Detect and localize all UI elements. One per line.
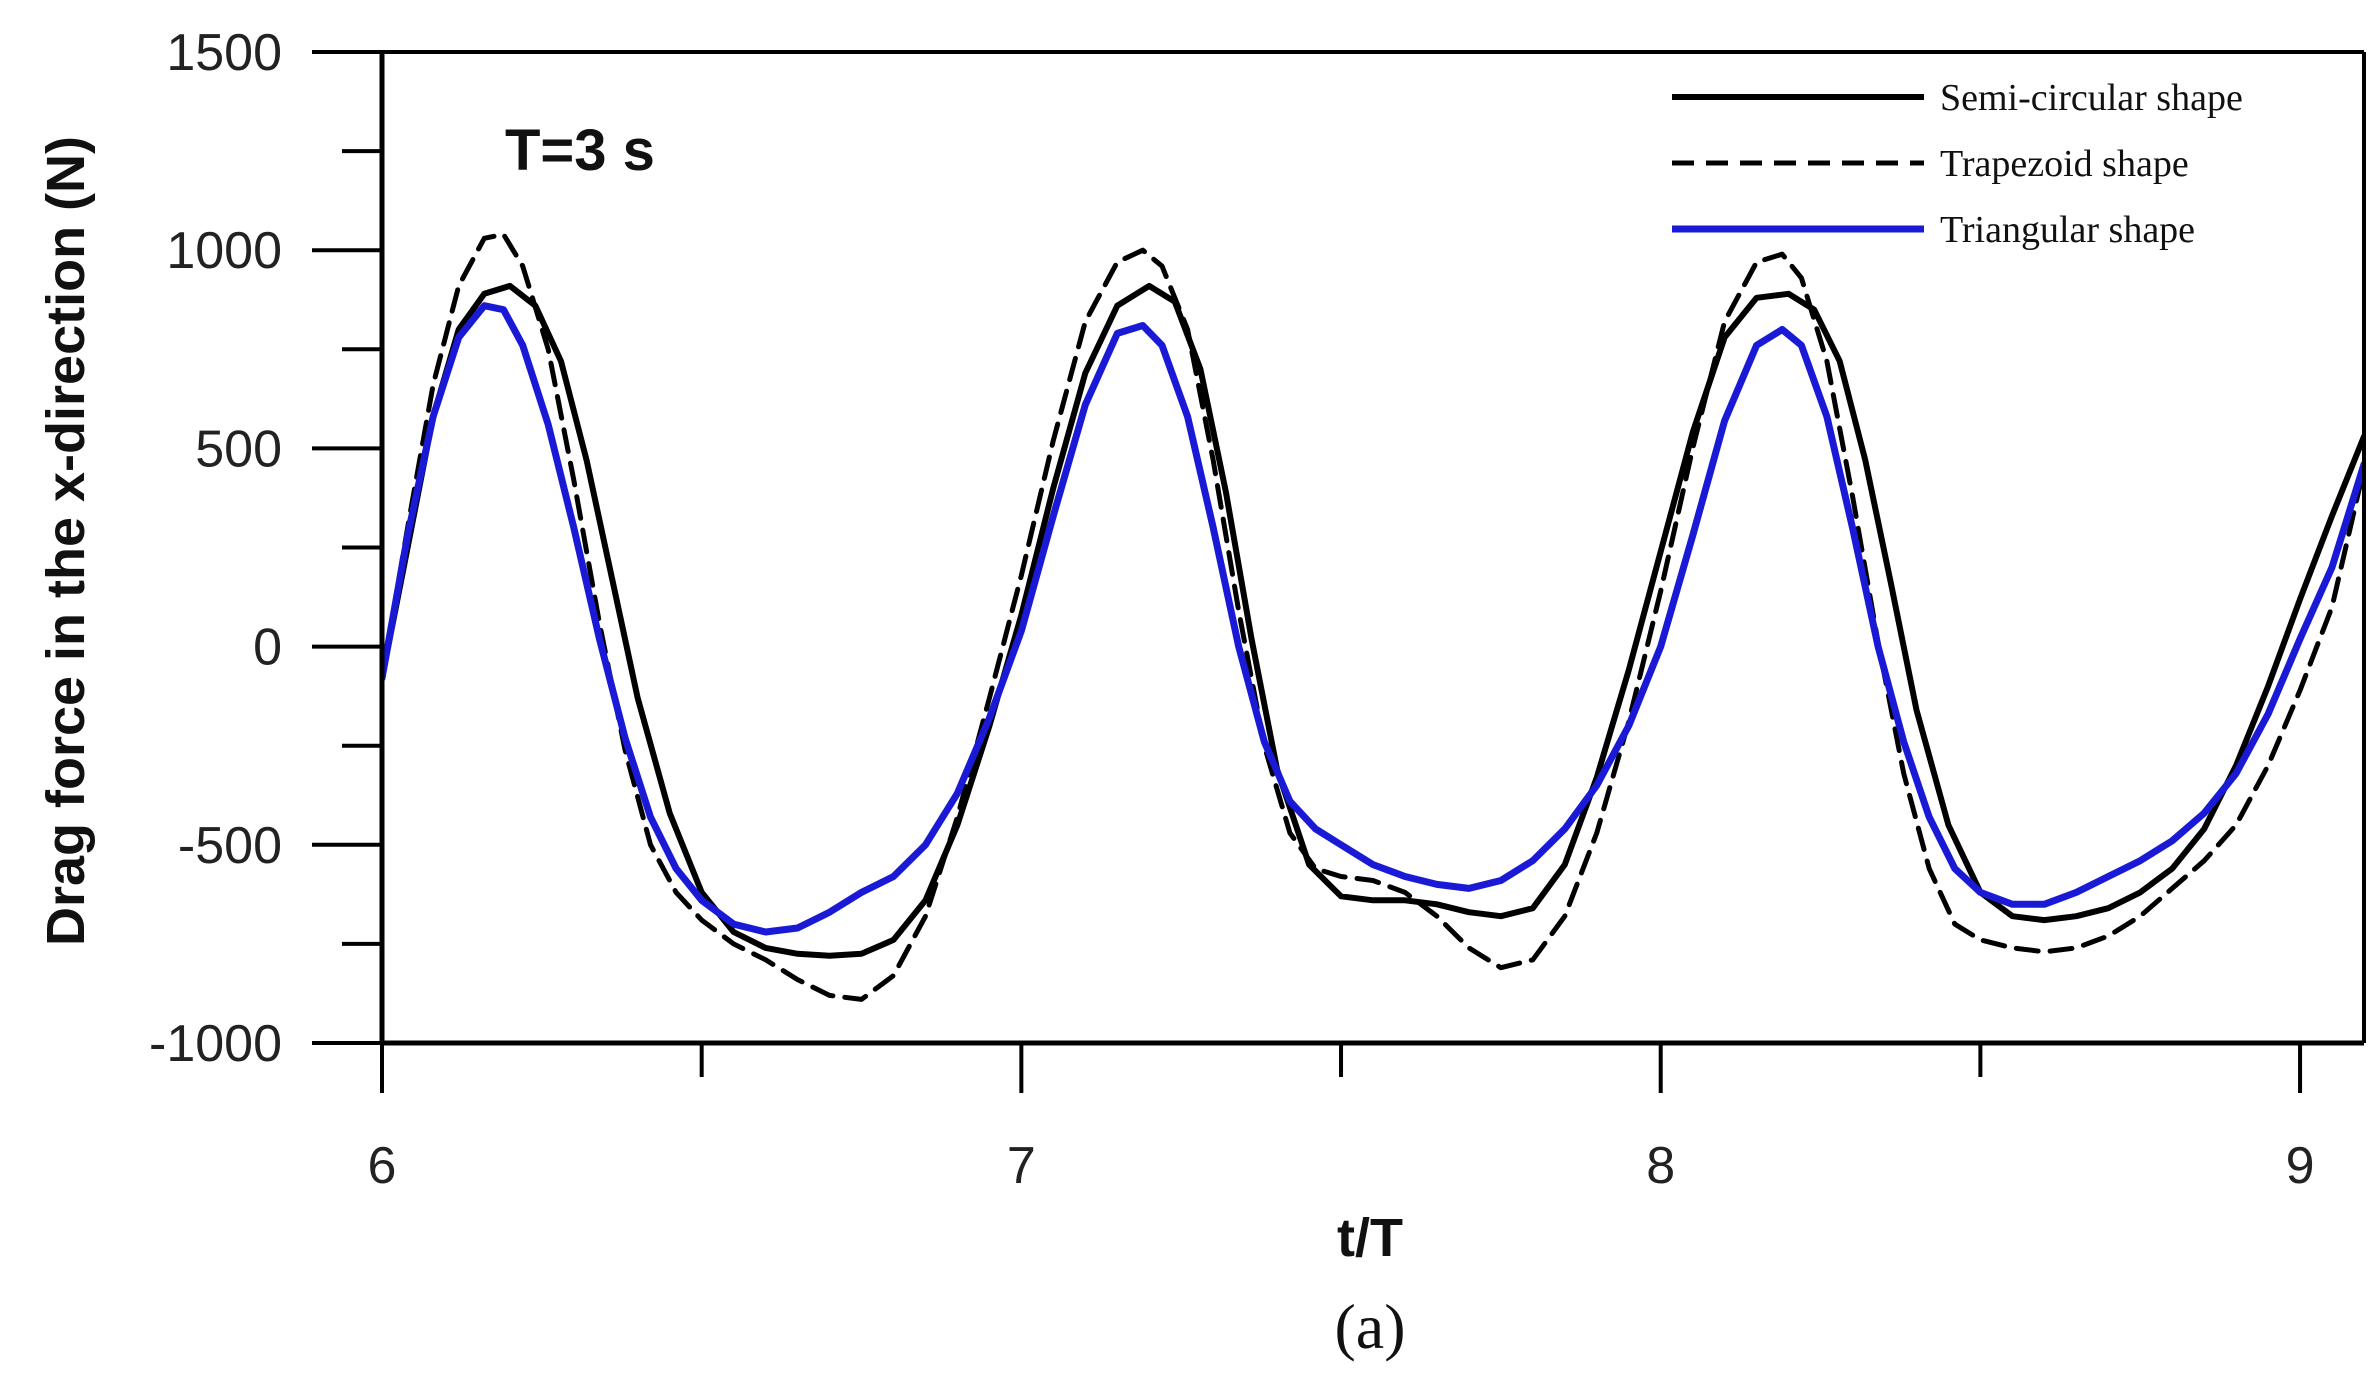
legend: Semi-circular shape Trapezoid shape Triang…: [1672, 77, 2243, 251]
x-tick-label: 8: [1646, 1137, 1675, 1195]
y-tick-label: 1000: [166, 222, 282, 280]
series-line-0: [382, 282, 2364, 959]
y-tick-label: -1000: [149, 1015, 282, 1073]
period-annotation: T=3 s: [505, 118, 655, 183]
x-tick-label: 6: [368, 1137, 397, 1195]
subfigure-caption: (a): [1334, 1291, 1405, 1362]
legend-label-2: Triangular shape: [1940, 209, 2195, 251]
y-tick-label: -500: [178, 817, 282, 875]
legend-label-0: Semi-circular shape: [1940, 77, 2243, 119]
legend-label-1: Trapezoid shape: [1940, 143, 2189, 185]
y-tick-label: 1500: [166, 24, 282, 82]
series-line-2: [382, 302, 2364, 936]
x-tick-label: 9: [2286, 1137, 2315, 1195]
y-axis-label: Drag force in the x-direction (N): [36, 136, 96, 946]
x-tick-label: 7: [1007, 1137, 1036, 1195]
x-axis-label: t/T: [1337, 1208, 1403, 1268]
series-group: [382, 231, 2364, 1002]
series-line-1: [382, 231, 2364, 1002]
y-tick-label: 0: [253, 619, 282, 677]
y-tick-label: 500: [195, 420, 282, 478]
axes-group: -1000 -500 0 500 1000 1500 6 7 8 9: [149, 24, 2366, 1195]
